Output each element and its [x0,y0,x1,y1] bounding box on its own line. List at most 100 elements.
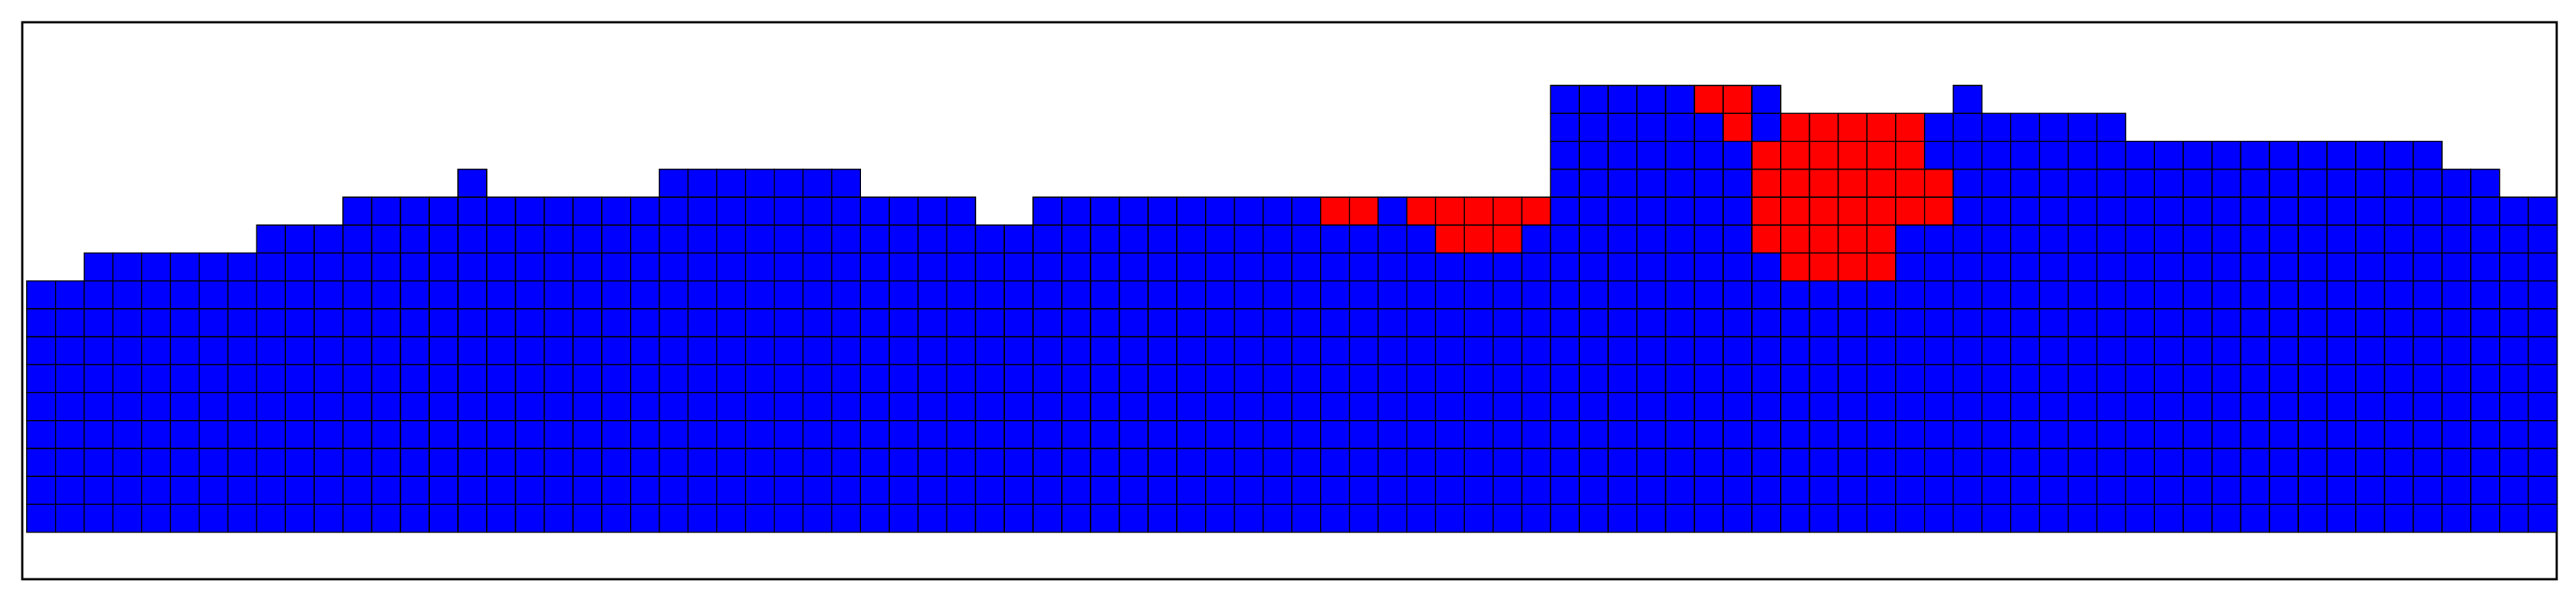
blue-cell [2412,447,2443,478]
blue-cell [1722,419,1753,450]
blue-cell [1837,447,1868,478]
blue-cell [1118,308,1149,338]
red-cell [1808,113,1839,142]
blue-cell [1176,252,1206,282]
blue-cell [399,447,431,478]
blue-cell [745,475,775,505]
blue-cell [1636,141,1667,170]
blue-cell [313,224,344,254]
blue-cell [2383,196,2414,226]
blue-cell [2355,308,2386,338]
blue-cell [371,336,402,366]
blue-cell [399,252,431,282]
blue-cell [1464,504,1494,533]
blue-cell [2412,252,2443,282]
blue-cell [1550,196,1580,226]
blue-cell [227,475,258,505]
blue-cell [975,447,1006,478]
blue-cell [2297,168,2328,198]
blue-cell [860,392,890,421]
red-cell [1837,224,1868,254]
blue-cell [543,364,574,393]
blue-cell [1493,392,1523,421]
blue-cell [1664,280,1696,310]
blue-cell [1693,224,1724,254]
blue-cell [1291,475,1321,505]
blue-cell [313,364,344,393]
blue-cell [1607,475,1638,505]
blue-cell [1435,419,1465,450]
blue-cell [1550,364,1580,393]
blue-cell [1032,224,1063,254]
blue-cell [399,308,431,338]
blue-cell [2470,252,2500,282]
blue-cell [1320,392,1350,421]
blue-cell [285,504,315,533]
blue-cell [1147,224,1178,254]
blue-cell [1147,392,1178,421]
blue-cell [342,280,373,310]
blue-cell [2211,475,2242,505]
blue-cell [1952,364,1983,393]
blue-cell [1089,447,1121,478]
blue-cell [1233,364,1264,393]
blue-cell [342,252,373,282]
blue-cell [2039,419,2069,450]
blue-cell [83,504,114,533]
blue-cell [2154,475,2184,505]
blue-cell [2240,336,2271,366]
blue-cell [745,308,775,338]
blue-cell [1636,475,1667,505]
blue-cell [1233,224,1264,254]
blue-cell [2383,308,2414,338]
red-cell [1866,168,1896,198]
blue-cell [572,364,602,393]
blue-cell [1751,475,1782,505]
blue-cell [2268,447,2299,478]
blue-cell [2240,419,2271,450]
blue-cell [2499,196,2529,226]
blue-cell [83,475,114,505]
blue-cell [2068,196,2098,226]
blue-cell [227,392,258,421]
blue-cell [831,224,862,254]
blue-cell [2240,504,2271,533]
blue-cell [572,504,602,533]
blue-cell [2182,224,2213,254]
blue-cell [2010,280,2040,310]
blue-cell [1464,475,1494,505]
blue-cell [1895,308,1925,338]
blue-cell [1118,336,1149,366]
blue-cell [428,280,459,310]
blue-cell [2383,364,2414,393]
blue-cell [2068,252,2098,282]
blue-cell [1493,364,1523,393]
blue-cell [1722,475,1753,505]
blue-cell [975,336,1006,366]
blue-cell [831,168,862,198]
blue-cell [1233,308,1264,338]
blue-cell [2326,168,2357,198]
blue-cell [2268,504,2299,533]
blue-cell [2412,392,2443,421]
blue-cell [1262,280,1293,310]
blue-cell [1262,504,1293,533]
blue-cell [256,224,286,254]
blue-cell [1837,475,1868,505]
blue-cell [55,336,85,366]
blue-cell [457,196,488,226]
blue-cell [1981,113,2011,142]
blue-cell [2240,224,2271,254]
blue-cell [1607,280,1638,310]
blue-cell [2355,475,2386,505]
blue-cell [1607,504,1638,533]
blue-cell [2068,392,2098,421]
blue-cell [26,336,56,366]
blue-cell [745,196,775,226]
blue-cell [2441,280,2472,310]
blue-cell [889,336,919,366]
blue-cell [658,336,689,366]
blue-cell [2240,141,2271,170]
blue-cell [83,364,114,393]
blue-cell [975,504,1006,533]
